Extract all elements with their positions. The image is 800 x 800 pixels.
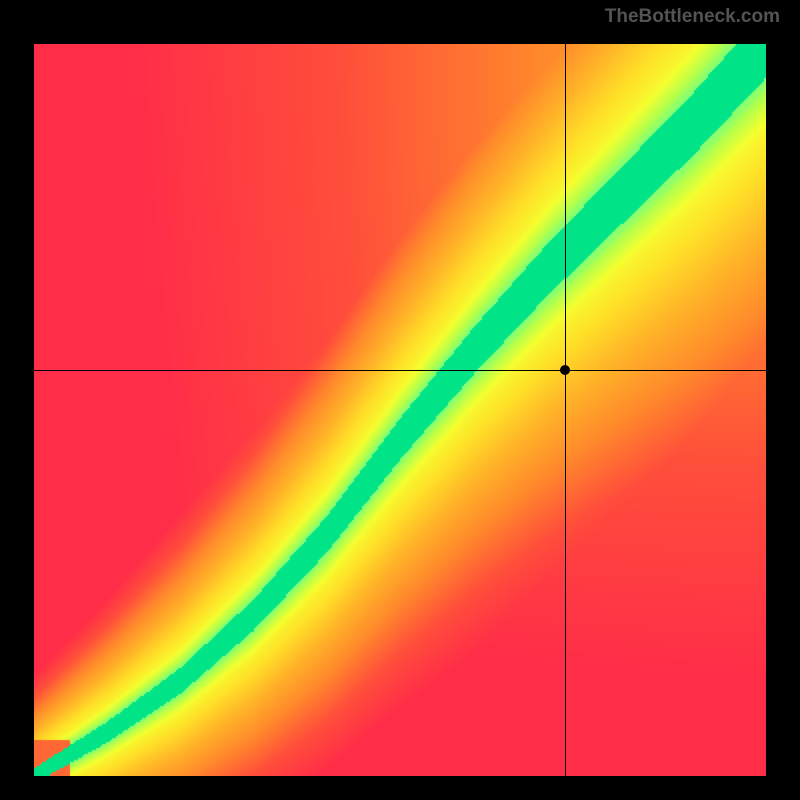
crosshair-horizontal [34, 370, 766, 371]
plot-frame [20, 30, 780, 790]
crosshair-vertical [565, 44, 566, 776]
watermark-text: TheBottleneck.com [605, 6, 780, 28]
crosshair-marker [560, 365, 570, 375]
heatmap-canvas [34, 44, 766, 776]
plot-area [34, 44, 766, 776]
